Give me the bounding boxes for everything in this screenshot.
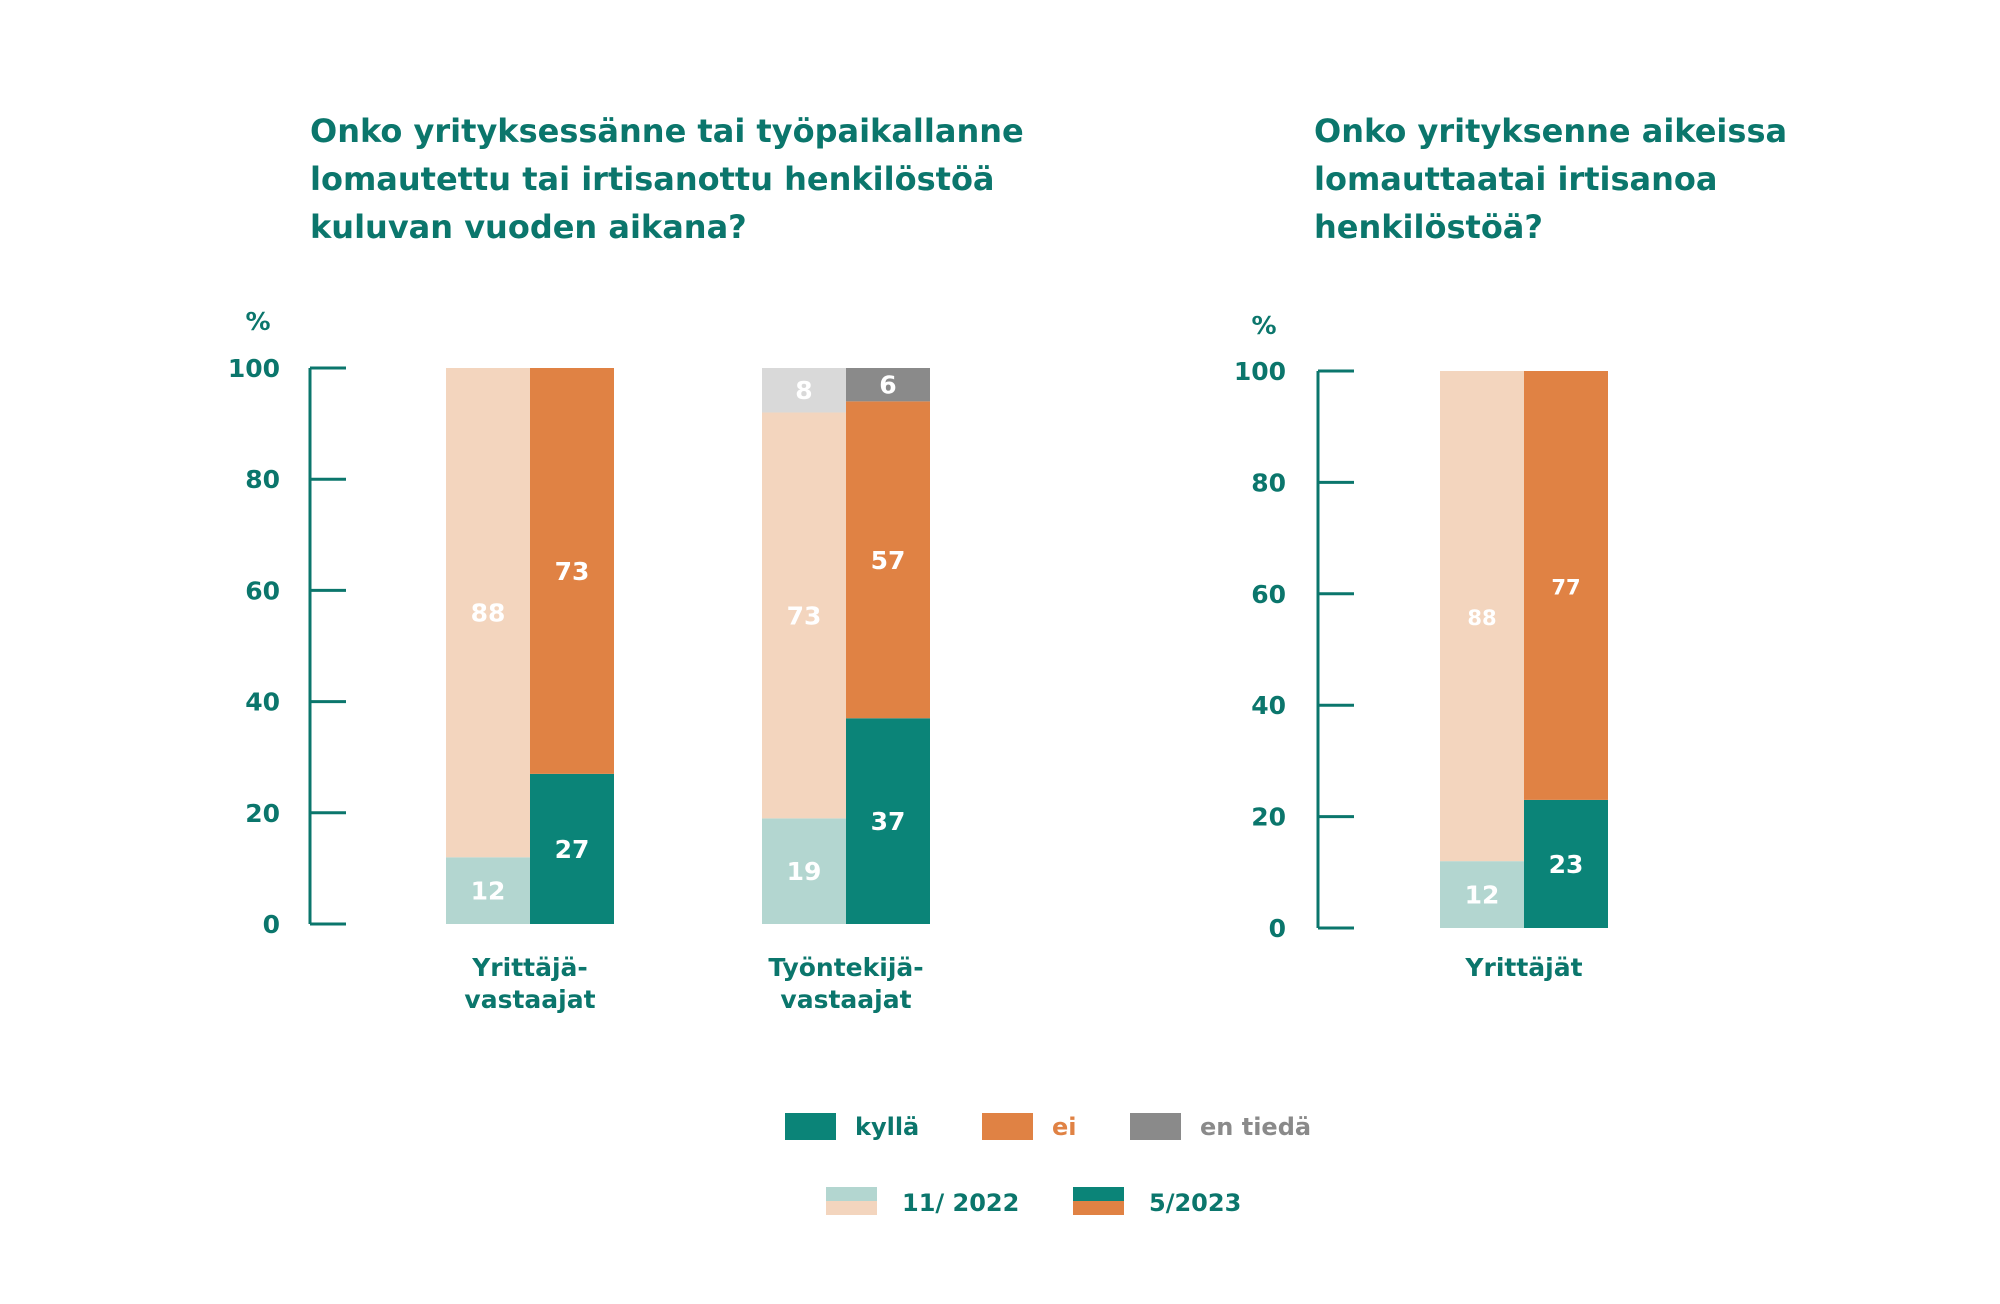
bar-segment xyxy=(846,401,930,719)
legend-kylla-label: kyllä xyxy=(855,1113,919,1141)
x-category-label: vastaajat xyxy=(780,985,911,1014)
legend-en-tieda-swatch xyxy=(1130,1113,1181,1140)
bar-segment xyxy=(1440,371,1524,862)
y-tick-label: 80 xyxy=(245,465,280,494)
data-label: 73 xyxy=(555,557,590,586)
y-tick-label: 60 xyxy=(245,576,280,605)
bar-segment xyxy=(530,368,614,774)
bar-segment xyxy=(446,857,530,924)
data-label: 37 xyxy=(871,807,906,836)
legend-period-2022-swatch-bottom xyxy=(826,1201,877,1215)
bar-segment xyxy=(762,818,846,924)
y-tick-label: 100 xyxy=(1234,357,1286,386)
y-tick-label: 0 xyxy=(1269,914,1286,943)
data-label: 12 xyxy=(1465,881,1500,910)
data-label: 27 xyxy=(555,835,590,864)
data-label: 23 xyxy=(1549,850,1584,879)
chart-1-title: Onko yrityksessänne tai työpaikallanne l… xyxy=(310,112,1024,246)
bar-segment xyxy=(762,368,846,413)
x-category-label: Yrittäjät xyxy=(1464,953,1582,982)
y-tick-label: 20 xyxy=(1251,803,1286,832)
y-tick-label: 100 xyxy=(228,354,280,383)
data-label: 8 xyxy=(795,376,812,405)
data-label: 88 xyxy=(1467,606,1496,630)
y-tick-label: 0 xyxy=(263,910,280,939)
data-label: 88 xyxy=(471,599,506,628)
data-label: 6 xyxy=(879,371,896,400)
y-tick-label: 80 xyxy=(1251,468,1286,497)
data-label: 19 xyxy=(787,857,822,886)
legend-period-2022-label: 11/ 2022 xyxy=(902,1189,1019,1217)
y-axis-unit-label: % xyxy=(1251,311,1276,340)
legend-period-2023-label: 5/2023 xyxy=(1149,1189,1241,1217)
legend-kylla-swatch xyxy=(785,1113,836,1140)
y-tick-label: 40 xyxy=(245,688,280,717)
data-label: 57 xyxy=(871,546,906,575)
y-axis-unit-label: % xyxy=(245,307,270,336)
bar-segment xyxy=(530,773,614,924)
y-tick-label: 40 xyxy=(1251,691,1286,720)
bar-segment xyxy=(846,368,930,402)
x-category-label: vastaajat xyxy=(464,985,595,1014)
x-category-label: Yrittäjä- xyxy=(471,953,588,982)
legend-en-tieda-label: en tiedä xyxy=(1200,1113,1311,1141)
bar-segment xyxy=(1524,799,1608,928)
chart-2-title: Onko yrityksenne aikeissa lomauttaatai i… xyxy=(1314,112,1788,246)
data-label: 77 xyxy=(1551,575,1580,599)
bar-segment xyxy=(446,368,530,858)
y-tick-label: 20 xyxy=(245,799,280,828)
x-category-label: Työntekijä- xyxy=(768,953,923,982)
bar-segment xyxy=(846,718,930,924)
data-label: 73 xyxy=(787,601,822,630)
legend-period-2022-swatch-top xyxy=(826,1187,877,1201)
y-tick-label: 60 xyxy=(1251,580,1286,609)
legend-ei-label: ei xyxy=(1052,1113,1077,1141)
data-label: 12 xyxy=(471,877,506,906)
legend-ei-swatch xyxy=(982,1113,1033,1140)
bar-segment xyxy=(1524,371,1608,800)
legend-period-2023-swatch-bottom xyxy=(1073,1201,1124,1215)
bar-segment xyxy=(762,412,846,819)
bar-segment xyxy=(1440,861,1524,928)
legend-period-2023-swatch-top xyxy=(1073,1187,1124,1201)
